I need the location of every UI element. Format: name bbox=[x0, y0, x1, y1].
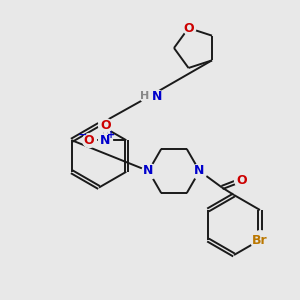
Text: +: + bbox=[106, 130, 115, 140]
Text: N: N bbox=[100, 134, 110, 147]
Text: O: O bbox=[100, 119, 111, 132]
Text: O: O bbox=[183, 22, 194, 34]
Text: −: − bbox=[77, 130, 87, 140]
Text: O: O bbox=[83, 134, 94, 147]
Text: N: N bbox=[143, 164, 154, 178]
Text: N: N bbox=[194, 164, 205, 178]
Text: O: O bbox=[236, 173, 247, 187]
Text: N: N bbox=[152, 89, 162, 103]
Text: Br: Br bbox=[252, 233, 268, 247]
Text: H: H bbox=[140, 91, 149, 101]
